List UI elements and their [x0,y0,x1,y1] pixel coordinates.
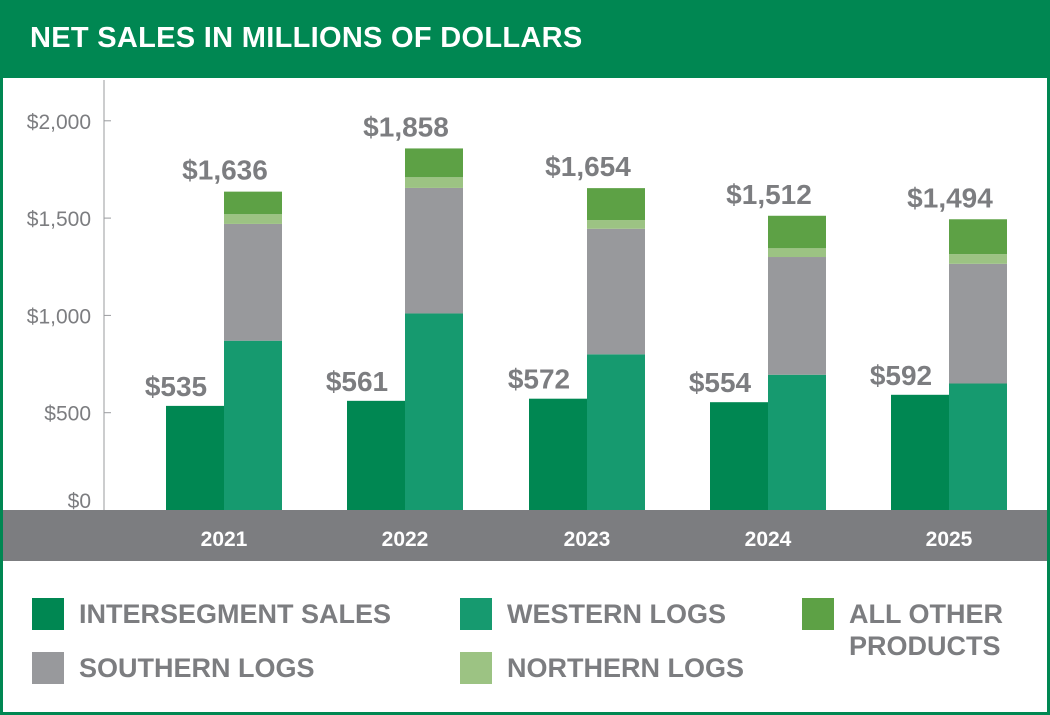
legend-item-southern: SOUTHERN LOGS [32,652,315,684]
bar-northern [224,214,282,224]
y-tick-label: $0 [68,490,91,513]
bar-southern [949,263,1007,384]
legend-swatch-northern [460,652,492,684]
legend-label-other: ALL OTHER PRODUCTS [849,599,1003,661]
data-label-intersegment: $535 [145,371,207,402]
bar-intersegment [710,402,768,510]
bar-intersegment [529,398,587,510]
legend-label-western: WESTERN LOGS [507,599,727,629]
legend-swatch-other [802,598,834,630]
legend-swatch-western [460,598,492,630]
x-tick-label: 2021 [201,528,248,551]
legend-swatch-intersegment [32,598,64,630]
legend-label-southern: SOUTHERN LOGS [79,653,315,683]
bar-western [224,340,282,510]
x-tick-label: 2023 [564,528,611,551]
bar-other [949,219,1007,255]
bar-northern [405,177,463,188]
bar-intersegment [166,405,224,510]
y-tick-label: $1,000 [27,305,91,328]
bar-southern [405,187,463,314]
legend-item-western: WESTERN LOGS [460,598,726,630]
x-tick-label: 2022 [382,528,429,551]
x-axis-band [3,510,1047,561]
legend-item-other: ALL OTHER PRODUCTS [802,598,1042,662]
bar-southern [224,223,282,341]
data-label-total: $1,512 [726,179,812,210]
x-tick-label: 2024 [745,528,792,551]
legend-label-intersegment: INTERSEGMENT SALES [79,599,392,629]
data-label-total: $1,858 [363,111,449,142]
bar-western [768,374,826,510]
bar-intersegment [891,394,949,510]
legend-item-intersegment: INTERSEGMENT SALES [32,598,391,630]
bar-other [405,148,463,178]
bar-other [224,191,282,215]
bar-southern [587,228,645,355]
y-tick-label: $1,500 [27,208,91,231]
bar-northern [587,220,645,229]
chart-title: NET SALES IN MILLIONS OF DOLLARS [30,22,583,54]
bar-northern [949,254,1007,264]
bar-western [405,313,463,510]
legend-item-northern: NORTHERN LOGS [460,652,744,684]
data-label-intersegment: $592 [870,360,932,391]
data-label-intersegment: $554 [689,367,752,398]
data-label-total: $1,654 [545,151,631,182]
data-label-total: $1,494 [907,182,993,213]
legend-label-northern: NORTHERN LOGS [507,653,745,683]
data-label-total: $1,636 [182,155,268,186]
y-tick-label: $500 [44,403,91,426]
bar-northern [768,248,826,258]
bar-intersegment [347,400,405,510]
bar-western [587,354,645,510]
bar-western [949,383,1007,510]
legend-swatch-southern [32,652,64,684]
bar-other [768,215,826,249]
y-tick-label: $2,000 [27,111,91,134]
data-label-intersegment: $561 [326,366,388,397]
data-label-intersegment: $572 [508,364,570,395]
chart-header: NET SALES IN MILLIONS OF DOLLARS [0,0,1050,78]
bar-southern [768,257,826,375]
bar-other [587,188,645,221]
x-tick-label: 2025 [926,528,973,551]
